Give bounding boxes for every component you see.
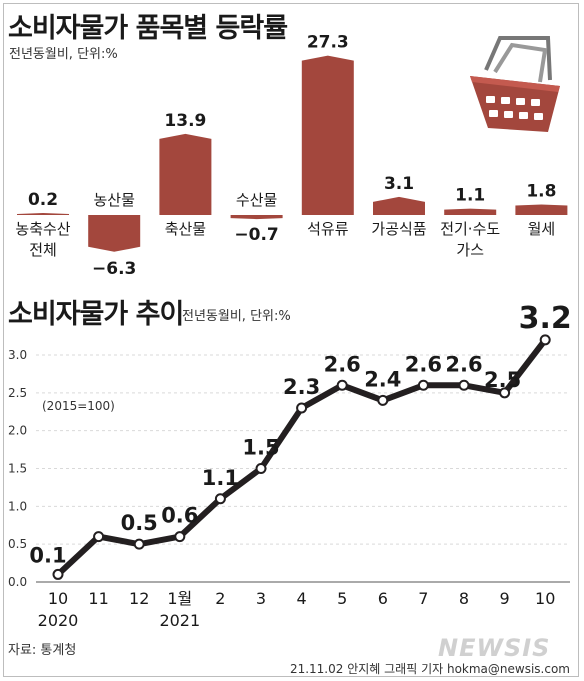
bar-category-label-0-1: 전체 xyxy=(29,241,57,259)
data-point-4 xyxy=(214,493,226,505)
data-label-7: 2.6 xyxy=(324,352,361,376)
bar-4 xyxy=(301,55,354,216)
bar-7 xyxy=(515,204,568,215)
bar-value-label-0: 0.2 xyxy=(28,190,58,210)
data-point-5 xyxy=(255,463,267,474)
bar-category-label-6-1: 가스 xyxy=(456,241,484,259)
source-note: 자료: 통계청 xyxy=(8,643,77,658)
bar-value-label-3: −0.7 xyxy=(234,225,278,245)
x-tick-label-0: 10 xyxy=(48,589,68,608)
bar-chart-unit-note: 전년동월비, 단위:% xyxy=(9,47,118,62)
data-label-6: 2.3 xyxy=(283,375,320,399)
data-point-12 xyxy=(539,334,551,346)
data-label-11: 2.5 xyxy=(484,368,521,392)
bar-category-label-4-0: 석유류 xyxy=(307,220,349,238)
x-tick-label-7: 5 xyxy=(337,589,347,608)
bar-value-label-2: 13.9 xyxy=(164,111,206,131)
data-label-12: 3.2 xyxy=(519,301,572,336)
x-tick-label-2: 12 xyxy=(129,589,149,608)
y-tick-label-2: 1.0 xyxy=(8,499,27,513)
y-tick-label-6: 3.0 xyxy=(8,348,27,362)
data-point-3 xyxy=(174,531,186,543)
bar-3 xyxy=(230,215,283,220)
x-year-label-1: 2021 xyxy=(159,611,200,630)
bar-value-label-4: 27.3 xyxy=(307,33,349,53)
y-tick-label-0: 0.0 xyxy=(8,575,27,589)
data-point-9 xyxy=(417,379,429,391)
y-tick-label-4: 2.0 xyxy=(8,424,27,438)
bar-6 xyxy=(444,208,497,215)
data-label-0: 0.1 xyxy=(29,543,66,567)
bar-5 xyxy=(373,196,425,215)
data-point-2 xyxy=(133,538,145,550)
line-chart-title: 소비자물가 추이 xyxy=(8,299,184,330)
x-tick-label-8: 6 xyxy=(378,589,388,608)
y-tick-label-5: 2.5 xyxy=(8,386,27,400)
x-tick-label-11: 9 xyxy=(500,589,510,608)
data-label-4: 1.1 xyxy=(202,466,239,490)
data-point-11 xyxy=(499,387,511,399)
data-label-2: 0.5 xyxy=(121,511,158,535)
y-tick-label-3: 1.5 xyxy=(8,462,27,476)
y-tick-label-1: 0.5 xyxy=(8,537,27,551)
data-label-9: 2.6 xyxy=(405,352,442,376)
bar-value-label-6: 1.1 xyxy=(455,186,485,206)
bar-2 xyxy=(159,133,212,215)
x-tick-label-1: 11 xyxy=(88,589,108,608)
data-point-8 xyxy=(377,394,389,406)
x-tick-label-6: 4 xyxy=(297,589,307,608)
x-tick-label-10: 8 xyxy=(459,589,469,608)
shopping-basket-icon xyxy=(470,36,560,132)
chart-frame xyxy=(3,3,579,677)
bar-0 xyxy=(17,213,69,215)
newsis-watermark: NEWSIS xyxy=(438,634,551,662)
bar-value-label-5: 3.1 xyxy=(384,174,414,194)
bar-category-label-7-0: 월세 xyxy=(528,220,556,238)
bar-category-label-6-0: 전기·수도 xyxy=(440,220,500,238)
data-label-5: 1.5 xyxy=(242,436,279,460)
x-tick-label-12: 10 xyxy=(535,589,555,608)
x-tick-label-4: 2 xyxy=(215,589,225,608)
credit-note: 21.11.02 안지혜 그래픽 기자 hokma@newsis.com xyxy=(289,662,570,676)
x-tick-label-5: 3 xyxy=(256,589,266,608)
base-year-note: (2015=100) xyxy=(42,399,115,413)
data-point-10 xyxy=(458,379,470,391)
bar-category-label-5-0: 가공식품 xyxy=(371,220,426,238)
bar-category-label-1-0: 농산물 xyxy=(93,191,134,209)
data-point-0 xyxy=(52,568,64,580)
x-year-label-0: 2020 xyxy=(38,611,79,630)
bar-value-label-7: 1.8 xyxy=(526,181,556,201)
bar-category-label-2-0: 축산물 xyxy=(165,220,206,238)
data-point-1 xyxy=(93,531,105,543)
data-label-10: 2.6 xyxy=(445,352,482,376)
data-point-7 xyxy=(336,379,348,391)
bar-1 xyxy=(88,215,141,252)
bar-category-label-3-0: 수산물 xyxy=(236,191,277,209)
bar-category-label-0-0: 농축수산 xyxy=(15,220,70,238)
data-label-8: 2.4 xyxy=(364,367,401,391)
x-tick-label-9: 7 xyxy=(418,589,428,608)
x-tick-label-3: 1월 xyxy=(167,589,192,608)
line-chart-unit-note: 전년동월비, 단위:% xyxy=(182,309,291,324)
bar-chart-title: 소비자물가 품목별 등락률 xyxy=(8,13,288,44)
data-point-6 xyxy=(296,402,308,414)
data-label-3: 0.6 xyxy=(161,504,198,528)
bar-value-label-1: −6.3 xyxy=(92,259,136,279)
